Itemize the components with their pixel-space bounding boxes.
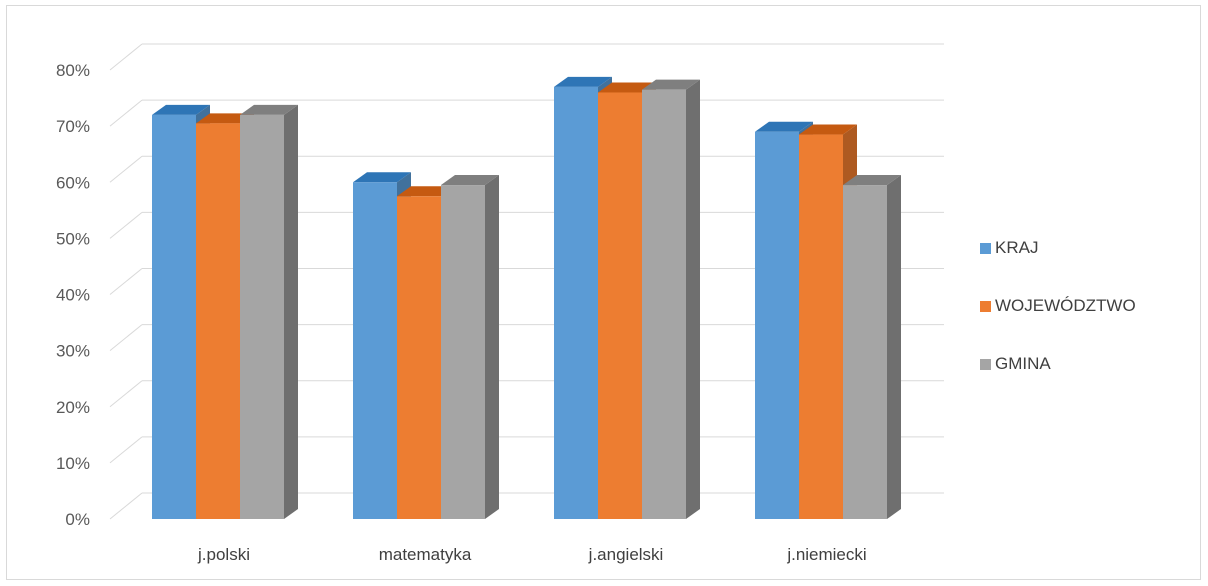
legend-label-kraj: KRAJ xyxy=(995,238,1039,257)
legend-label-gmina: GMINA xyxy=(995,354,1051,373)
y-tick-label: 70% xyxy=(56,117,90,136)
legend-swatch-kraj xyxy=(980,242,991,254)
legend-swatch-wojewodztwo xyxy=(980,300,991,312)
legend-item-wojewodztwo: WOJEWÓDZTWO xyxy=(980,296,1136,316)
legend: KRAJ WOJEWÓDZTWO GMINA xyxy=(980,238,1136,412)
bar-gmina-j-niemiecki xyxy=(843,175,901,519)
bar-gmina-j-angielski xyxy=(642,79,700,520)
bars xyxy=(152,76,901,520)
legend-item-kraj: KRAJ xyxy=(980,238,1136,258)
y-tick-label: 30% xyxy=(56,342,90,361)
y-axis-ticks: 0% 10% 20% 30% 40% 50% 60% 70% 80% xyxy=(56,61,90,529)
legend-swatch-gmina xyxy=(980,358,991,370)
x-category-label: j.niemiecki xyxy=(786,545,866,564)
x-axis-categories: j.polski matematyka j.angielski j.niemiecki xyxy=(197,545,867,564)
x-category-label: j.polski xyxy=(197,545,250,564)
y-tick-label: 50% xyxy=(56,229,90,248)
y-tick-label: 0% xyxy=(65,510,90,529)
y-tick-label: 20% xyxy=(56,398,90,417)
legend-item-gmina: GMINA xyxy=(980,354,1136,374)
y-tick-label: 60% xyxy=(56,173,90,192)
y-tick-label: 80% xyxy=(56,61,90,80)
x-category-label: j.angielski xyxy=(588,545,664,564)
bar-gmina-j-polski xyxy=(240,104,298,520)
x-category-label: matematyka xyxy=(379,545,472,564)
bar-gmina-matematyka xyxy=(441,175,499,519)
y-tick-label: 40% xyxy=(56,286,90,305)
legend-label-wojewodztwo: WOJEWÓDZTWO xyxy=(995,296,1136,315)
gridline xyxy=(109,99,944,127)
gridline xyxy=(109,43,944,71)
y-tick-label: 10% xyxy=(56,454,90,473)
